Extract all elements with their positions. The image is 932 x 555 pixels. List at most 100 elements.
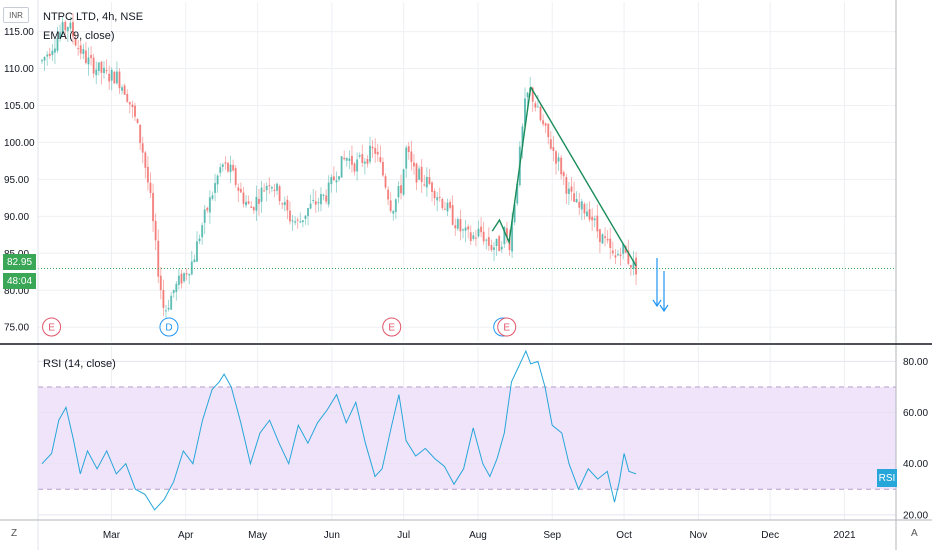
candle bbox=[203, 205, 206, 235]
auto-scale-button[interactable]: A bbox=[911, 528, 918, 539]
candle bbox=[71, 13, 74, 45]
candle bbox=[534, 100, 537, 112]
candle bbox=[273, 183, 276, 198]
candle bbox=[77, 40, 80, 56]
time-tick-label: Apr bbox=[178, 530, 194, 541]
candle bbox=[141, 136, 144, 164]
candle bbox=[451, 195, 454, 226]
candle bbox=[219, 163, 222, 177]
candle bbox=[575, 191, 578, 203]
time-tick-label: May bbox=[248, 530, 267, 541]
candle bbox=[113, 70, 116, 84]
dividend-marker[interactable]: D bbox=[159, 317, 179, 337]
price-tick-label: 115.00 bbox=[4, 27, 34, 38]
candle bbox=[283, 196, 286, 212]
candle bbox=[291, 214, 294, 231]
candle bbox=[46, 51, 49, 66]
candle bbox=[490, 239, 493, 252]
candle bbox=[288, 201, 291, 225]
candle bbox=[428, 169, 431, 186]
candle bbox=[394, 198, 397, 220]
time-tick-label: Jul bbox=[397, 530, 410, 541]
candle bbox=[133, 102, 136, 121]
candle bbox=[498, 234, 501, 252]
candle bbox=[139, 124, 142, 151]
candle bbox=[263, 183, 266, 192]
rsi-tick-label: 60.00 bbox=[903, 408, 928, 419]
down-arrow-annotation[interactable] bbox=[659, 271, 669, 313]
candle bbox=[108, 65, 111, 90]
candle bbox=[381, 157, 384, 178]
candle bbox=[281, 202, 284, 209]
candle bbox=[276, 182, 279, 195]
candle bbox=[585, 203, 588, 217]
candle bbox=[325, 189, 328, 205]
rsi-value-tag: RSI bbox=[877, 469, 897, 487]
candle bbox=[296, 217, 299, 229]
candle bbox=[255, 185, 258, 221]
candle bbox=[438, 187, 441, 202]
candle bbox=[622, 243, 625, 260]
price-tick-label: 100.00 bbox=[4, 138, 35, 149]
candle bbox=[201, 222, 204, 245]
price-tick-label: 75.00 bbox=[4, 323, 29, 334]
candle bbox=[48, 47, 51, 59]
earnings-marker[interactable]: E bbox=[42, 317, 62, 337]
rsi-series bbox=[41, 349, 637, 511]
time-tick-label: 2021 bbox=[833, 530, 856, 541]
candle bbox=[167, 299, 170, 312]
candle bbox=[614, 249, 617, 265]
candle bbox=[635, 251, 638, 286]
trendline[interactable] bbox=[530, 86, 637, 267]
candle bbox=[552, 135, 555, 162]
candle bbox=[562, 170, 565, 186]
candle bbox=[505, 221, 508, 243]
candle bbox=[327, 175, 330, 208]
price-tick-label: 105.00 bbox=[4, 101, 35, 112]
trendline[interactable] bbox=[491, 86, 532, 245]
candle bbox=[467, 224, 470, 239]
candle bbox=[384, 173, 387, 190]
candle bbox=[433, 188, 436, 206]
candle bbox=[606, 230, 609, 244]
candle bbox=[609, 227, 612, 260]
candle bbox=[131, 100, 134, 119]
candle bbox=[56, 26, 59, 54]
candle bbox=[361, 144, 364, 167]
event-marker-label: D bbox=[165, 323, 172, 334]
candle bbox=[601, 233, 604, 244]
candle bbox=[632, 250, 635, 276]
candle bbox=[221, 162, 224, 172]
candle bbox=[322, 193, 325, 201]
candle bbox=[477, 220, 480, 238]
candle bbox=[366, 155, 369, 168]
candle bbox=[115, 61, 118, 85]
candle bbox=[557, 152, 560, 171]
current-price-tag: 82.95 bbox=[3, 254, 36, 270]
arrow-annotations[interactable] bbox=[652, 258, 669, 313]
candle bbox=[239, 182, 242, 194]
earnings-marker[interactable]: E bbox=[382, 317, 402, 337]
price-tick-label: 80.00 bbox=[4, 286, 29, 297]
time-tick-label: Sep bbox=[543, 530, 561, 541]
currency-button[interactable]: INR bbox=[3, 7, 29, 23]
candle bbox=[544, 122, 547, 134]
candle bbox=[224, 156, 227, 170]
candle bbox=[84, 41, 87, 65]
candle bbox=[74, 33, 77, 47]
candle bbox=[307, 207, 310, 226]
timezone-button[interactable]: Z bbox=[11, 528, 18, 539]
trendlines[interactable] bbox=[491, 86, 637, 267]
down-arrow-annotation[interactable] bbox=[652, 258, 662, 308]
candle bbox=[353, 162, 356, 176]
candle bbox=[250, 201, 253, 208]
price-tick-label: 110.00 bbox=[4, 64, 34, 75]
candle bbox=[474, 229, 477, 247]
earnings-marker[interactable]: E bbox=[493, 317, 517, 337]
candle bbox=[629, 264, 632, 276]
candle bbox=[523, 87, 526, 128]
candle bbox=[462, 228, 465, 239]
candle bbox=[304, 215, 307, 225]
